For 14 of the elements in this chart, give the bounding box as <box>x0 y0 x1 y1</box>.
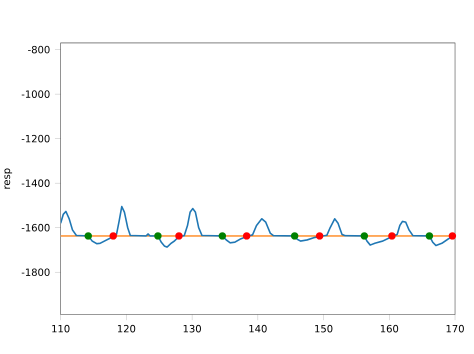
x-tick-label: 170 <box>446 324 464 332</box>
x-tick-label: 120 <box>118 324 136 332</box>
y-tick-label: -1400 <box>22 179 50 187</box>
x-tick-label: 130 <box>184 324 201 332</box>
x-tick-label: 160 <box>380 324 398 332</box>
y-tick-label: -1000 <box>22 90 50 98</box>
y-axis-title: resp <box>4 168 12 188</box>
x-tick-label: 140 <box>249 324 267 332</box>
y-tick-label: -1800 <box>22 268 50 276</box>
y-tick-label: -800 <box>28 46 50 54</box>
y-tick-label: -1200 <box>22 134 50 142</box>
x-tick-label: 110 <box>52 324 70 332</box>
y-tick-label: -1600 <box>22 224 50 232</box>
x-tick-label: 150 <box>315 324 332 332</box>
